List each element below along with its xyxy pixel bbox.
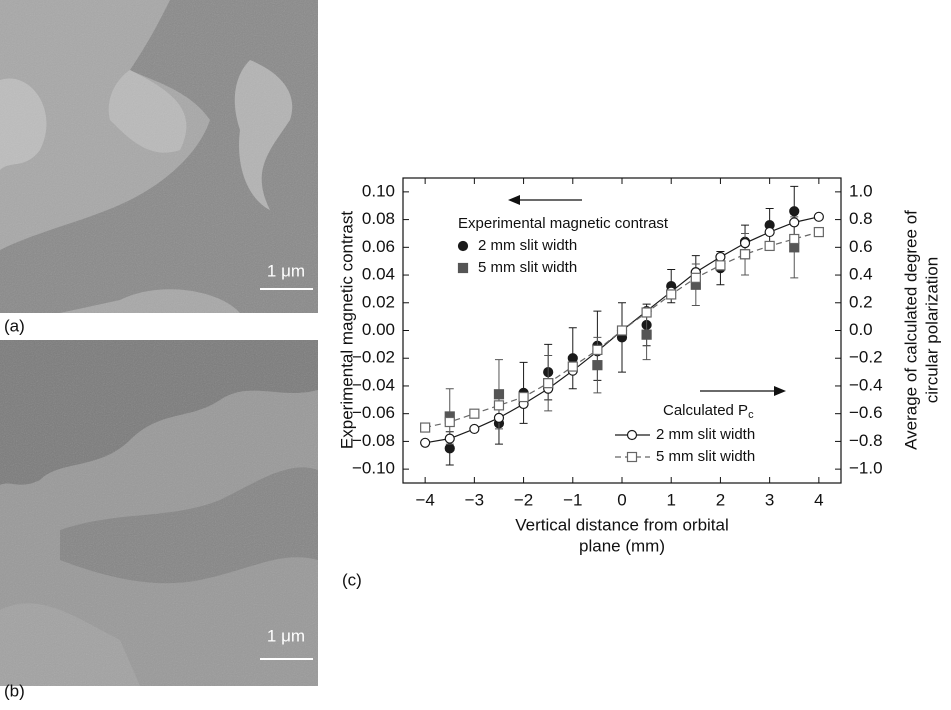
- scale-bar-label: 1 μm: [267, 626, 305, 645]
- y2-tick-label: 0.0: [849, 320, 873, 339]
- y-tick-label: 0.02: [362, 292, 395, 311]
- legend-title: Experimental magnetic contrast: [458, 215, 669, 232]
- y-tick-label: 0.00: [362, 320, 395, 339]
- marker: [789, 242, 800, 253]
- marker: [715, 260, 726, 271]
- panel-label: (c): [342, 570, 362, 589]
- x-tick-label: 3: [765, 490, 774, 509]
- marker: [764, 240, 775, 252]
- y-tick-label: 0.08: [362, 209, 395, 228]
- marker: [739, 238, 751, 249]
- marker: [592, 344, 603, 356]
- x-tick-label: −3: [465, 490, 484, 509]
- legend-label: 5 mm slit width: [656, 448, 755, 465]
- y-tick-label: −0.02: [352, 348, 395, 367]
- x-tick-label: −4: [415, 490, 434, 509]
- legend-title-text: Calculated P: [663, 402, 748, 419]
- marker: [764, 226, 775, 238]
- x-tick-label: 2: [716, 490, 725, 509]
- marker: [457, 262, 469, 274]
- arrow: [508, 195, 582, 205]
- y2-tick-label: −0.6: [849, 403, 883, 422]
- marker: [690, 272, 701, 283]
- legend-label: 2 mm slit width: [656, 426, 755, 443]
- y2-tick-label: 1.0: [849, 181, 873, 200]
- marker: [420, 422, 431, 433]
- legend-title-sub: c: [748, 409, 754, 421]
- x-axis-label: plane (mm): [579, 536, 665, 555]
- marker: [493, 412, 505, 423]
- y-tick-label: −0.06: [352, 403, 395, 422]
- marker: [444, 416, 455, 428]
- marker: [626, 451, 638, 463]
- legend-title-text: Experimental magnetic contrast: [458, 215, 669, 232]
- marker: [641, 307, 652, 318]
- marker: [444, 433, 455, 444]
- image-a: [0, 0, 318, 313]
- x-axis-label: Vertical distance from orbital: [515, 515, 729, 534]
- x-tick-label: 0: [617, 490, 626, 509]
- marker: [518, 391, 529, 403]
- marker: [420, 437, 431, 448]
- y2-tick-label: 0.8: [849, 209, 873, 228]
- marker: [567, 353, 578, 364]
- marker: [457, 240, 469, 252]
- y-axis-label: Experimental magnetic contrast: [337, 211, 356, 449]
- marker: [543, 378, 554, 389]
- x-tick-label: 1: [666, 490, 675, 509]
- marker: [641, 329, 652, 340]
- arrow: [700, 386, 786, 396]
- y-tick-label: −0.10: [352, 459, 395, 478]
- legend-label: 5 mm slit width: [478, 259, 577, 276]
- marker: [715, 251, 726, 263]
- y2-tick-label: 0.6: [849, 237, 873, 256]
- marker: [493, 400, 505, 411]
- marker: [813, 211, 824, 222]
- y-tick-label: −0.04: [352, 375, 395, 394]
- y2-tick-label: 0.4: [849, 265, 873, 284]
- y2-tick-label: −0.4: [849, 375, 883, 394]
- marker: [493, 389, 505, 400]
- x-tick-label: 4: [814, 490, 823, 509]
- scale-bar-label: 1 μm: [267, 261, 305, 280]
- marker: [813, 226, 824, 238]
- y-tick-label: 0.10: [362, 181, 395, 200]
- y2-axis-label: Average of calculated degree of: [901, 210, 920, 450]
- marker: [789, 217, 800, 228]
- x-tick-label: −1: [563, 490, 582, 509]
- marker: [469, 408, 480, 419]
- marker: [616, 325, 628, 336]
- panel-label: (a): [4, 316, 25, 335]
- marker: [567, 361, 578, 372]
- marker: [739, 249, 751, 260]
- x-tick-label: −2: [514, 490, 533, 509]
- marker: [592, 360, 603, 371]
- y2-tick-label: −0.2: [849, 348, 883, 367]
- y2-axis-label: circular polarization: [922, 257, 941, 403]
- legend-label: 2 mm slit width: [478, 237, 577, 254]
- marker: [789, 206, 800, 217]
- y2-tick-label: −1.0: [849, 459, 883, 478]
- y-tick-label: 0.04: [362, 265, 395, 284]
- image-b: [0, 340, 318, 686]
- marker: [626, 429, 638, 441]
- y-tick-label: −0.08: [352, 431, 395, 450]
- legend-title: Calculated Pc: [663, 402, 754, 421]
- marker: [789, 233, 800, 245]
- panel-label: (b): [4, 681, 25, 700]
- y2-tick-label: −0.8: [849, 431, 883, 450]
- marker: [666, 289, 677, 300]
- y2-tick-label: 0.2: [849, 292, 873, 311]
- marker: [444, 443, 455, 454]
- y-tick-label: 0.06: [362, 237, 395, 256]
- marker: [469, 423, 480, 435]
